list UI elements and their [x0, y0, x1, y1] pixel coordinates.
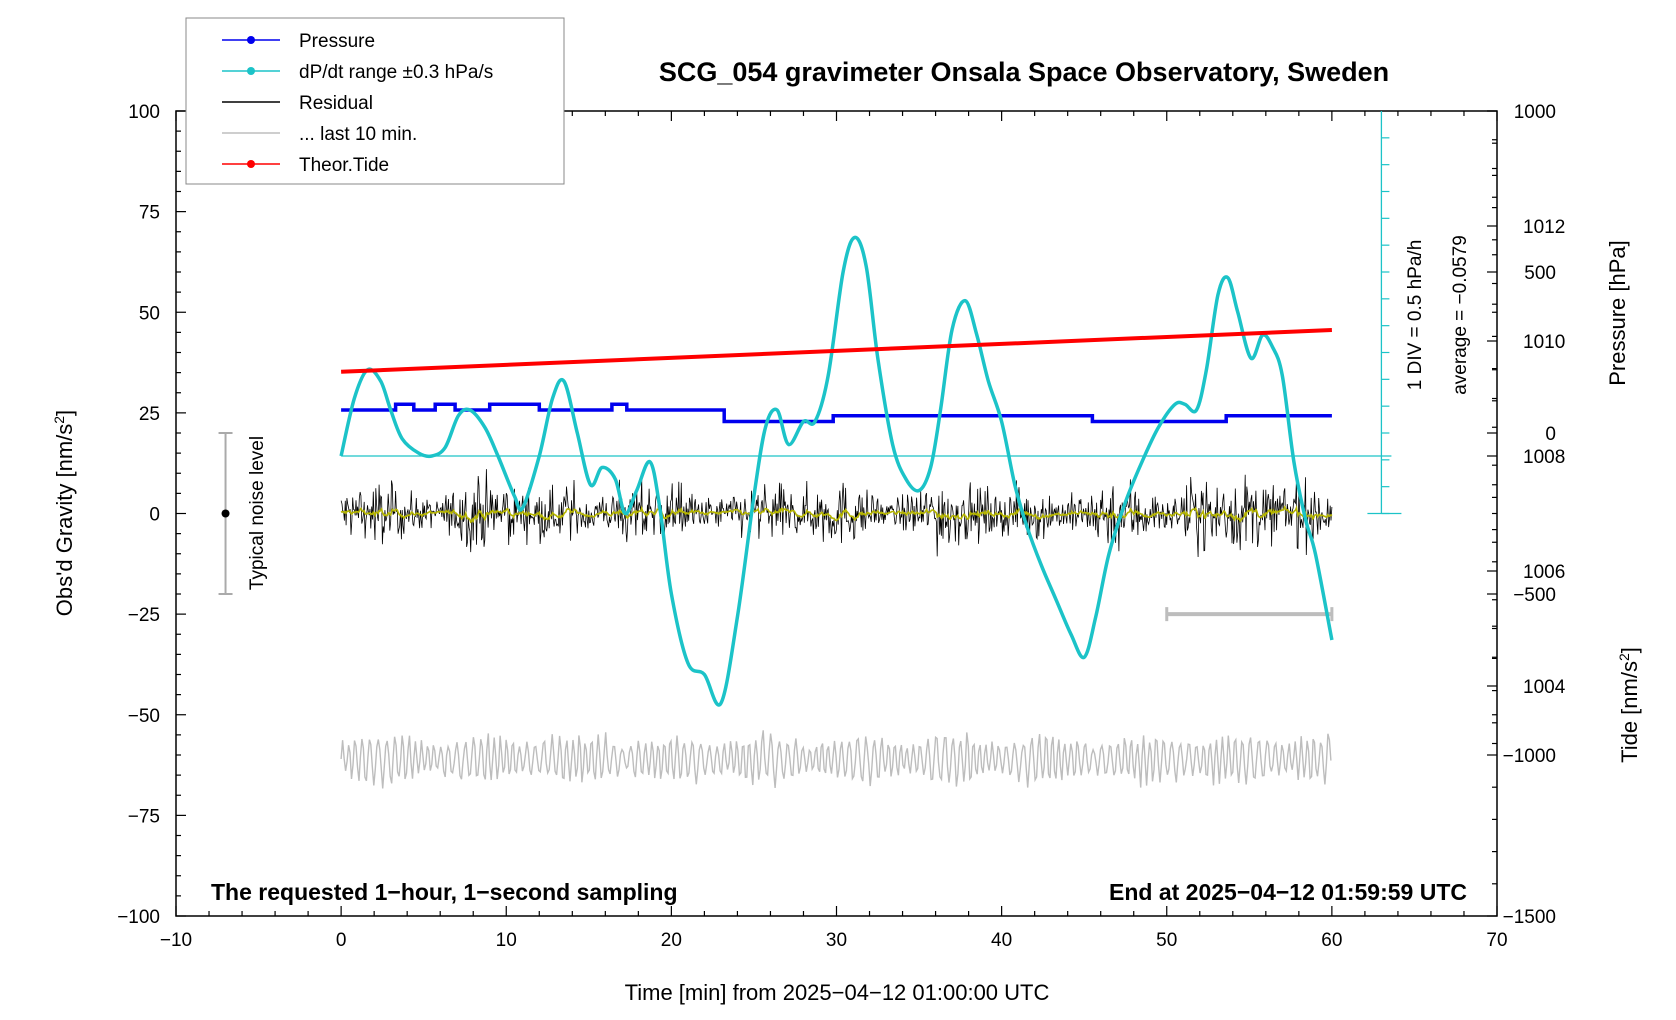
- tide-tick-label: −1500: [1503, 907, 1556, 928]
- tide-tick-label: −500: [1513, 585, 1556, 606]
- y-tick-label: 75: [139, 203, 160, 224]
- pressure-tick-label: 1010: [1523, 332, 1565, 353]
- legend-label: Residual: [299, 93, 373, 114]
- legend-entries: Pressure dP/dt range ±0.3 hPa/s Residual..…: [222, 31, 493, 176]
- tide-tick-label: −1000: [1503, 746, 1556, 767]
- axes-ticks: −10 0 10 20 30 40 50 60 70−100−75−50−25025507510…: [117, 102, 1565, 951]
- pressure-tick-label: 1012: [1523, 217, 1565, 238]
- x-tick-label: 70: [1486, 930, 1507, 951]
- y-tick-label: −25: [128, 605, 160, 626]
- legend-label: dP/dt range ±0.3 hPa/s: [299, 62, 493, 83]
- pressure-tick-label: 1006: [1523, 562, 1565, 583]
- x-tick-label: 0: [336, 930, 347, 951]
- dpdt-div-label: 1 DIV = 0.5 hPa/h: [1405, 240, 1426, 391]
- bottom-right-note: End at 2025−04−12 01:59:59 UTC: [1109, 879, 1467, 905]
- chart-title: SCG_054 gravimeter Onsala Space Observat…: [659, 57, 1389, 87]
- legend-marker: [247, 160, 255, 168]
- tide-tick-label: 500: [1524, 263, 1556, 284]
- y-tick-label: −75: [128, 806, 160, 827]
- pressure-line: [341, 402, 1332, 424]
- dpdt-axis: [341, 111, 1402, 515]
- y-tick-label: 100: [128, 102, 160, 123]
- noise-bar-center: [221, 509, 230, 518]
- x-tick-label: 40: [991, 930, 1012, 951]
- x-axis-label: Time [min] from 2025−04−12 01:00:00 UTC: [625, 980, 1050, 1005]
- x-tick-label: 30: [826, 930, 847, 951]
- bottom-left-note: The requested 1−hour, 1−second sampling: [211, 879, 678, 905]
- x-tick-label: 10: [496, 930, 517, 951]
- legend-box: [185, 17, 565, 185]
- noise-level-label: Typical noise level: [247, 436, 268, 590]
- series-layer: [218, 235, 1334, 789]
- y-tick-label: 25: [139, 404, 160, 425]
- residual-line: [340, 469, 1333, 558]
- y-tick-label: 50: [139, 303, 160, 324]
- tide-line: [341, 328, 1332, 374]
- y-tick-label: 0: [149, 505, 160, 526]
- pressure-tick-label: 1004: [1523, 677, 1566, 698]
- x-tick-label: 20: [661, 930, 682, 951]
- y-tick-label: −100: [117, 907, 160, 928]
- dpdt-line: [339, 235, 1334, 707]
- legend-marker: [247, 67, 255, 75]
- y-axis-label-pressure: Pressure [hPa]: [1605, 240, 1630, 386]
- x-tick-label: 60: [1321, 930, 1342, 951]
- y-axis-label-tide: Tide [nm/s2]: [1616, 647, 1642, 763]
- tide-tick-label: 1000: [1514, 102, 1556, 123]
- legend-label: Pressure: [299, 31, 375, 52]
- legend-label: Theor.Tide: [299, 155, 389, 176]
- x-tick-label: −10: [160, 930, 192, 951]
- y-tick-label: −50: [128, 706, 160, 727]
- residual-smoothed-line: [340, 504, 1333, 524]
- pressure-tick-label: 1008: [1523, 447, 1565, 468]
- tide-tick-label: 0: [1545, 424, 1556, 445]
- y-axis-label-gravity: Obs'd Gravity [nm/s2]: [51, 410, 77, 616]
- dpdt-average-label: average = −0.0579: [1450, 235, 1471, 395]
- legend-marker: [247, 36, 255, 44]
- last10-line: [340, 730, 1332, 789]
- legend-label: ... last 10 min.: [299, 124, 417, 145]
- legend: Pressure dP/dt range ±0.3 hPa/s Residual..…: [185, 17, 565, 185]
- x-tick-label: 50: [1156, 930, 1177, 951]
